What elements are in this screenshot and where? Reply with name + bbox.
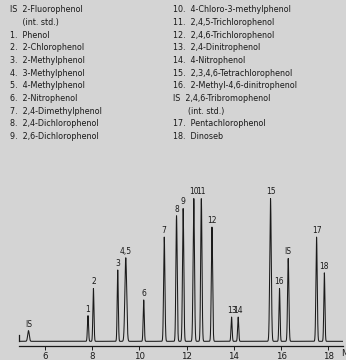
Text: 1: 1 [85, 305, 90, 314]
Text: 10.  4-Chloro-3-methylphenol
11.  2,4,5-Trichlorophenol
12.  2,4,6-Trichlorophen: 10. 4-Chloro-3-methylphenol 11. 2,4,5-Tr… [173, 5, 297, 141]
Text: 6: 6 [141, 289, 146, 298]
Text: IS: IS [285, 247, 292, 256]
Text: 14: 14 [233, 306, 243, 315]
Text: 18: 18 [320, 262, 329, 271]
Text: 13: 13 [227, 306, 236, 315]
Text: 12: 12 [207, 216, 217, 225]
Text: 7: 7 [162, 226, 167, 235]
Text: 2: 2 [91, 277, 96, 286]
Text: IS  2-Fluorophenol
     (int. std.)
1.  Phenol
2.  2-Chlorophenol
3.  2-Methylph: IS 2-Fluorophenol (int. std.) 1. Phenol … [10, 5, 102, 141]
Text: 16: 16 [275, 277, 284, 286]
Text: 9: 9 [181, 197, 185, 206]
Text: 4,5: 4,5 [120, 247, 132, 256]
Text: 11: 11 [197, 188, 206, 197]
Text: 10: 10 [189, 188, 199, 197]
Text: Min: Min [342, 349, 346, 358]
Text: 15: 15 [266, 188, 275, 197]
Text: 17: 17 [312, 226, 321, 235]
Text: 3: 3 [115, 259, 120, 268]
Text: IS: IS [25, 320, 32, 329]
Text: 8: 8 [174, 204, 179, 213]
